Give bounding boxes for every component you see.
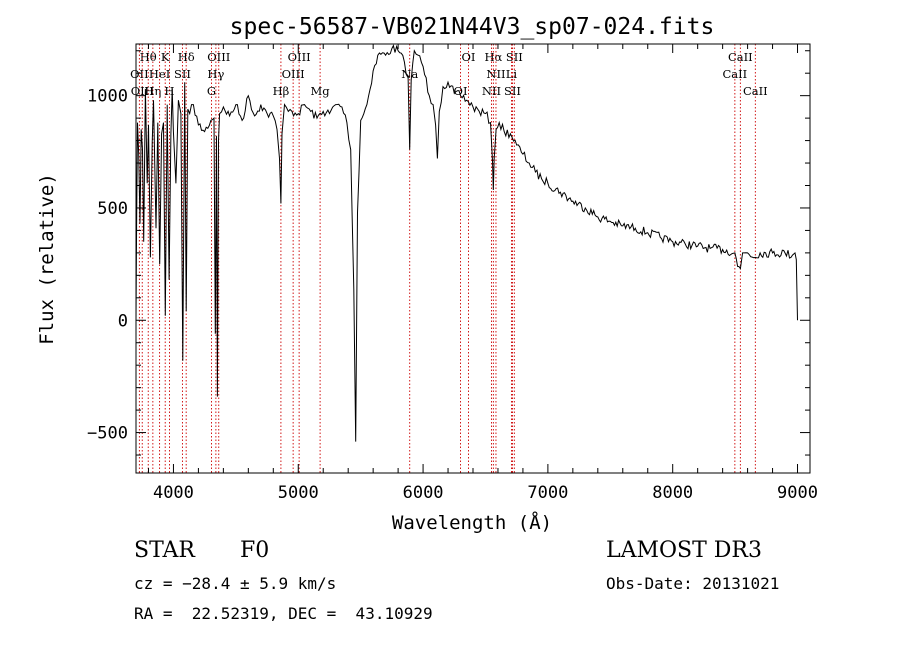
line-marker-label-3: Hη <box>144 84 161 98</box>
line-marker-label-4: K <box>161 50 170 64</box>
chart-title: spec-56587-VB021N44V3_sp07-024.fits <box>230 14 715 40</box>
object-type: STAR <box>134 538 195 563</box>
line-marker-label-16: Na <box>401 67 418 81</box>
survey-name: LAMOST DR3 <box>606 538 762 563</box>
y-axis-label: Flux (relative) <box>36 173 58 345</box>
spectrum-chart: spec-56587-VB021N44V3_sp07-024.fits Hθ OI… <box>36 14 818 534</box>
line-marker-label-26: CaII <box>722 67 747 81</box>
y-tick-label: −500 <box>87 424 128 444</box>
line-marker-label-27: CaII <box>743 84 768 98</box>
line-marker-label-24: SII <box>504 84 521 98</box>
line-marker-label-7: H <box>164 84 174 98</box>
line-marker-label-20: SII <box>506 50 523 64</box>
x-tick-label: 6000 <box>403 483 444 503</box>
line-marker-label-21: NII <box>486 67 505 81</box>
line-marker-label-8: Hδ <box>178 50 195 64</box>
line-marker-label-23: NII <box>482 84 501 98</box>
y-tick-label: 500 <box>97 199 128 219</box>
x-tick-label: 5000 <box>278 483 319 503</box>
line-marker-label-1: OII <box>130 67 149 81</box>
line-marker-label-5: HeI <box>149 67 170 81</box>
line-marker-label-0: Hθ <box>140 50 157 64</box>
x-axis-label: Wavelength (Å) <box>392 511 552 534</box>
line-marker-label-22: Li <box>506 67 518 81</box>
subclass: F0 <box>240 538 270 563</box>
line-marker-label-25: CaII <box>728 50 753 64</box>
line-marker-label-15: Mg <box>311 84 331 98</box>
line-marker-label-9: OIII <box>207 50 230 64</box>
line-marker-label-19: Hα <box>484 50 502 64</box>
line-marker-label-14: OIII <box>282 67 305 81</box>
y-axis: −500 0 500 1000 <box>87 50 810 456</box>
x-tick-label: 8000 <box>652 483 693 503</box>
x-axis: 4000 5000 6000 7000 8000 9000 <box>147 44 818 503</box>
x-tick-label: 4000 <box>153 483 194 503</box>
line-marker-label-12: Hβ <box>273 84 290 98</box>
line-marker-label-6: SII <box>174 67 191 81</box>
line-marker-label-11: G <box>207 84 216 98</box>
y-tick-label: 1000 <box>87 87 128 107</box>
spectrum-curve-group <box>135 44 798 442</box>
redshift-cz: cz = −28.4 ± 5.9 km/s <box>134 574 337 593</box>
y-tick-label: 0 <box>118 311 128 331</box>
line-marker-label-17: OI <box>462 50 476 64</box>
line-marker-label-13: OIII <box>288 50 311 64</box>
line-marker-label-18: OI <box>454 84 468 98</box>
coordinates: RA = 22.52319, DEC = 43.10929 <box>134 604 433 623</box>
line-marker-label-10: Hγ <box>207 67 224 81</box>
observation-date: Obs-Date: 20131021 <box>606 574 780 593</box>
spectrum-line <box>135 44 798 442</box>
x-tick-label: 7000 <box>527 483 568 503</box>
x-tick-label: 9000 <box>777 483 818 503</box>
